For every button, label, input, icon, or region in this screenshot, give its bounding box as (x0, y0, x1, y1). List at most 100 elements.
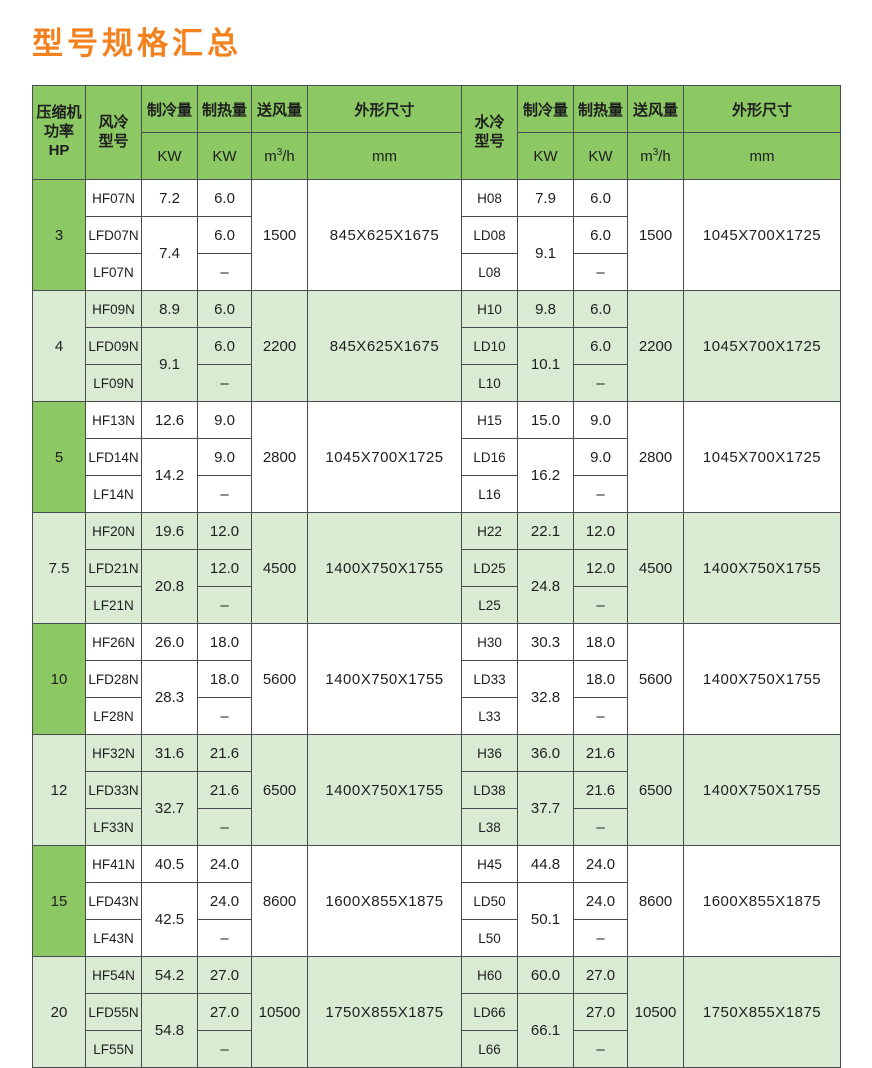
water-dimensions-cell: 1400X750X1755 (683, 623, 841, 735)
water-airflow-cell: 5600 (627, 623, 684, 735)
hp-column-header: 压缩机 功率 HP (32, 85, 86, 180)
water-model-cell: LD38 (461, 771, 518, 809)
air-model-cell: LF07N (85, 253, 142, 291)
air-airflow-cell: 10500 (251, 956, 308, 1068)
table-row: LF14N – L16 – (33, 475, 841, 513)
water-cooling-column-header: 制冷量 (517, 85, 574, 133)
air-heating-cell: 21.6 (197, 771, 252, 809)
water-cooling-unit: KW (517, 132, 574, 180)
air-heating-cell: – (197, 697, 252, 735)
air-heating-cell: 6.0 (197, 327, 252, 365)
air-cooling-cell: 26.0 (141, 623, 198, 661)
air-model-cell: LF33N (85, 808, 142, 846)
water-model-cell: H08 (461, 179, 518, 217)
water-cooling-cell: 50.1 (517, 882, 574, 957)
air-dimensions-cell: 1400X750X1755 (307, 623, 462, 735)
air-cooling-cell: 40.5 (141, 845, 198, 883)
table-row: LF55N – L66 – (33, 1030, 841, 1068)
header-label-row: 压缩机 功率 HP 风冷 型号 制冷量 制热量 送风量 外形尺寸 水冷 型号 制… (32, 85, 841, 180)
air-model-cell: LFD09N (85, 327, 142, 365)
air-model-cell: LFD33N (85, 771, 142, 809)
water-model-cell: H22 (461, 512, 518, 550)
water-cooling-cell: 22.1 (517, 512, 574, 550)
air-heating-cell: 24.0 (197, 845, 252, 883)
hp-cell: 7.5 (32, 512, 86, 624)
water-cooling-cell: 32.8 (517, 660, 574, 735)
air-heating-cell: – (197, 1030, 252, 1068)
page-title: 型号规格汇总 (32, 26, 242, 61)
water-dimensions-cell: 1400X750X1755 (683, 734, 841, 846)
hp-cell: 3 (32, 179, 86, 291)
water-heating-cell: 6.0 (573, 327, 628, 365)
table-row: LFD09N 9.1 6.0 LD10 10.1 6.0 (33, 327, 841, 402)
water-model-cell: L25 (461, 586, 518, 624)
water-model-cell: L16 (461, 475, 518, 513)
air-model-cell: LFD43N (85, 882, 142, 920)
air-model-cell: LF14N (85, 475, 142, 513)
water-airflow-cell: 2800 (627, 401, 684, 513)
air-dimensions-cell: 1045X700X1725 (307, 401, 462, 513)
air-dimensions-cell: 845X625X1675 (307, 290, 462, 402)
water-heating-unit: KW (573, 132, 628, 180)
hp-cell: 5 (32, 401, 86, 513)
air-dimensions-cell: 1400X750X1755 (307, 734, 462, 846)
air-airflow-cell: 5600 (251, 623, 308, 735)
table-row: LF33N – L38 – (33, 808, 841, 846)
table-row: LF43N – L50 – (33, 919, 841, 957)
air-airflow-cell: 8600 (251, 845, 308, 957)
spec-table: 压缩机 功率 HP 风冷 型号 制冷量 制热量 送风量 外形尺寸 水冷 型号 制… (32, 85, 841, 1068)
air-cooling-cell: 8.9 (141, 290, 198, 328)
air-cooling-cell: 7.2 (141, 179, 198, 217)
water-dimensions-cell: 1045X700X1725 (683, 179, 841, 291)
table-row: LF09N – L10 – (33, 364, 841, 402)
hp-cell: 12 (32, 734, 86, 846)
air-cooling-cell: 28.3 (141, 660, 198, 735)
hp-cell: 15 (32, 845, 86, 957)
air-dimensions-cell: 1400X750X1755 (307, 512, 462, 624)
table-row: 15 HF41N 40.5 24.0 8600 1600X855X1875 H45 44.8 2… (32, 845, 841, 957)
water-dimensions-column-header: 外形尺寸 (683, 85, 841, 133)
water-airflow-column-header: 送风量 (627, 85, 684, 133)
water-model-cell: H45 (461, 845, 518, 883)
water-model-cell: LD08 (461, 216, 518, 254)
air-heating-cell: 6.0 (197, 290, 252, 328)
air-cooling-cell: 32.7 (141, 771, 198, 846)
air-heating-cell: 6.0 (197, 216, 252, 254)
table-row: LFD14N 14.2 9.0 LD16 16.2 9.0 (33, 438, 841, 513)
air-heating-cell: 18.0 (197, 623, 252, 661)
air-model-cell: HF09N (85, 290, 142, 328)
water-model-cell: L08 (461, 253, 518, 291)
air-heating-cell: 27.0 (197, 993, 252, 1031)
table-row: LFD33N 32.7 21.6 LD38 37.7 21.6 (33, 771, 841, 846)
air-cooling-cell: 7.4 (141, 216, 198, 291)
water-cooling-cell: 10.1 (517, 327, 574, 402)
air-airflow-cell: 6500 (251, 734, 308, 846)
water-airflow-cell: 1500 (627, 179, 684, 291)
air-cooling-cell: 54.2 (141, 956, 198, 994)
water-cooling-cell: 7.9 (517, 179, 574, 217)
air-heating-cell: 21.6 (197, 734, 252, 772)
water-model-cell: H10 (461, 290, 518, 328)
air-heating-unit: KW (197, 132, 252, 180)
air-model-cell: LF43N (85, 919, 142, 957)
water-model-cell: L10 (461, 364, 518, 402)
air-model-cell: HF26N (85, 623, 142, 661)
water-heating-cell: – (573, 253, 628, 291)
water-model-cell: LD66 (461, 993, 518, 1031)
air-model-cell: LF28N (85, 697, 142, 735)
water-cooling-cell: 37.7 (517, 771, 574, 846)
air-model-cell: HF07N (85, 179, 142, 217)
water-heating-cell: – (573, 475, 628, 513)
air-model-cell: LF09N (85, 364, 142, 402)
water-model-column-header: 水冷 型号 (461, 85, 518, 180)
water-model-cell: L33 (461, 697, 518, 735)
water-model-cell: L38 (461, 808, 518, 846)
air-cooling-cell: 19.6 (141, 512, 198, 550)
air-heating-cell: 24.0 (197, 882, 252, 920)
air-model-cell: LFD14N (85, 438, 142, 476)
water-cooling-cell: 9.1 (517, 216, 574, 291)
table-row: LFD28N 28.3 18.0 LD33 32.8 18.0 (33, 660, 841, 735)
water-dimensions-cell: 1045X700X1725 (683, 290, 841, 402)
water-cooling-cell: 15.0 (517, 401, 574, 439)
water-heating-cell: 12.0 (573, 512, 628, 550)
